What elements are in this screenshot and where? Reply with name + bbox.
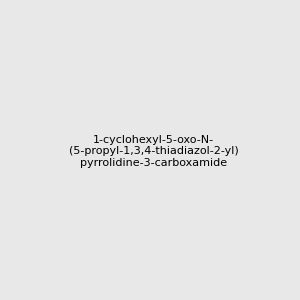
Text: 1-cyclohexyl-5-oxo-N-
(5-propyl-1,3,4-thiadiazol-2-yl)
pyrrolidine-3-carboxamide: 1-cyclohexyl-5-oxo-N- (5-propyl-1,3,4-th… bbox=[69, 135, 239, 168]
